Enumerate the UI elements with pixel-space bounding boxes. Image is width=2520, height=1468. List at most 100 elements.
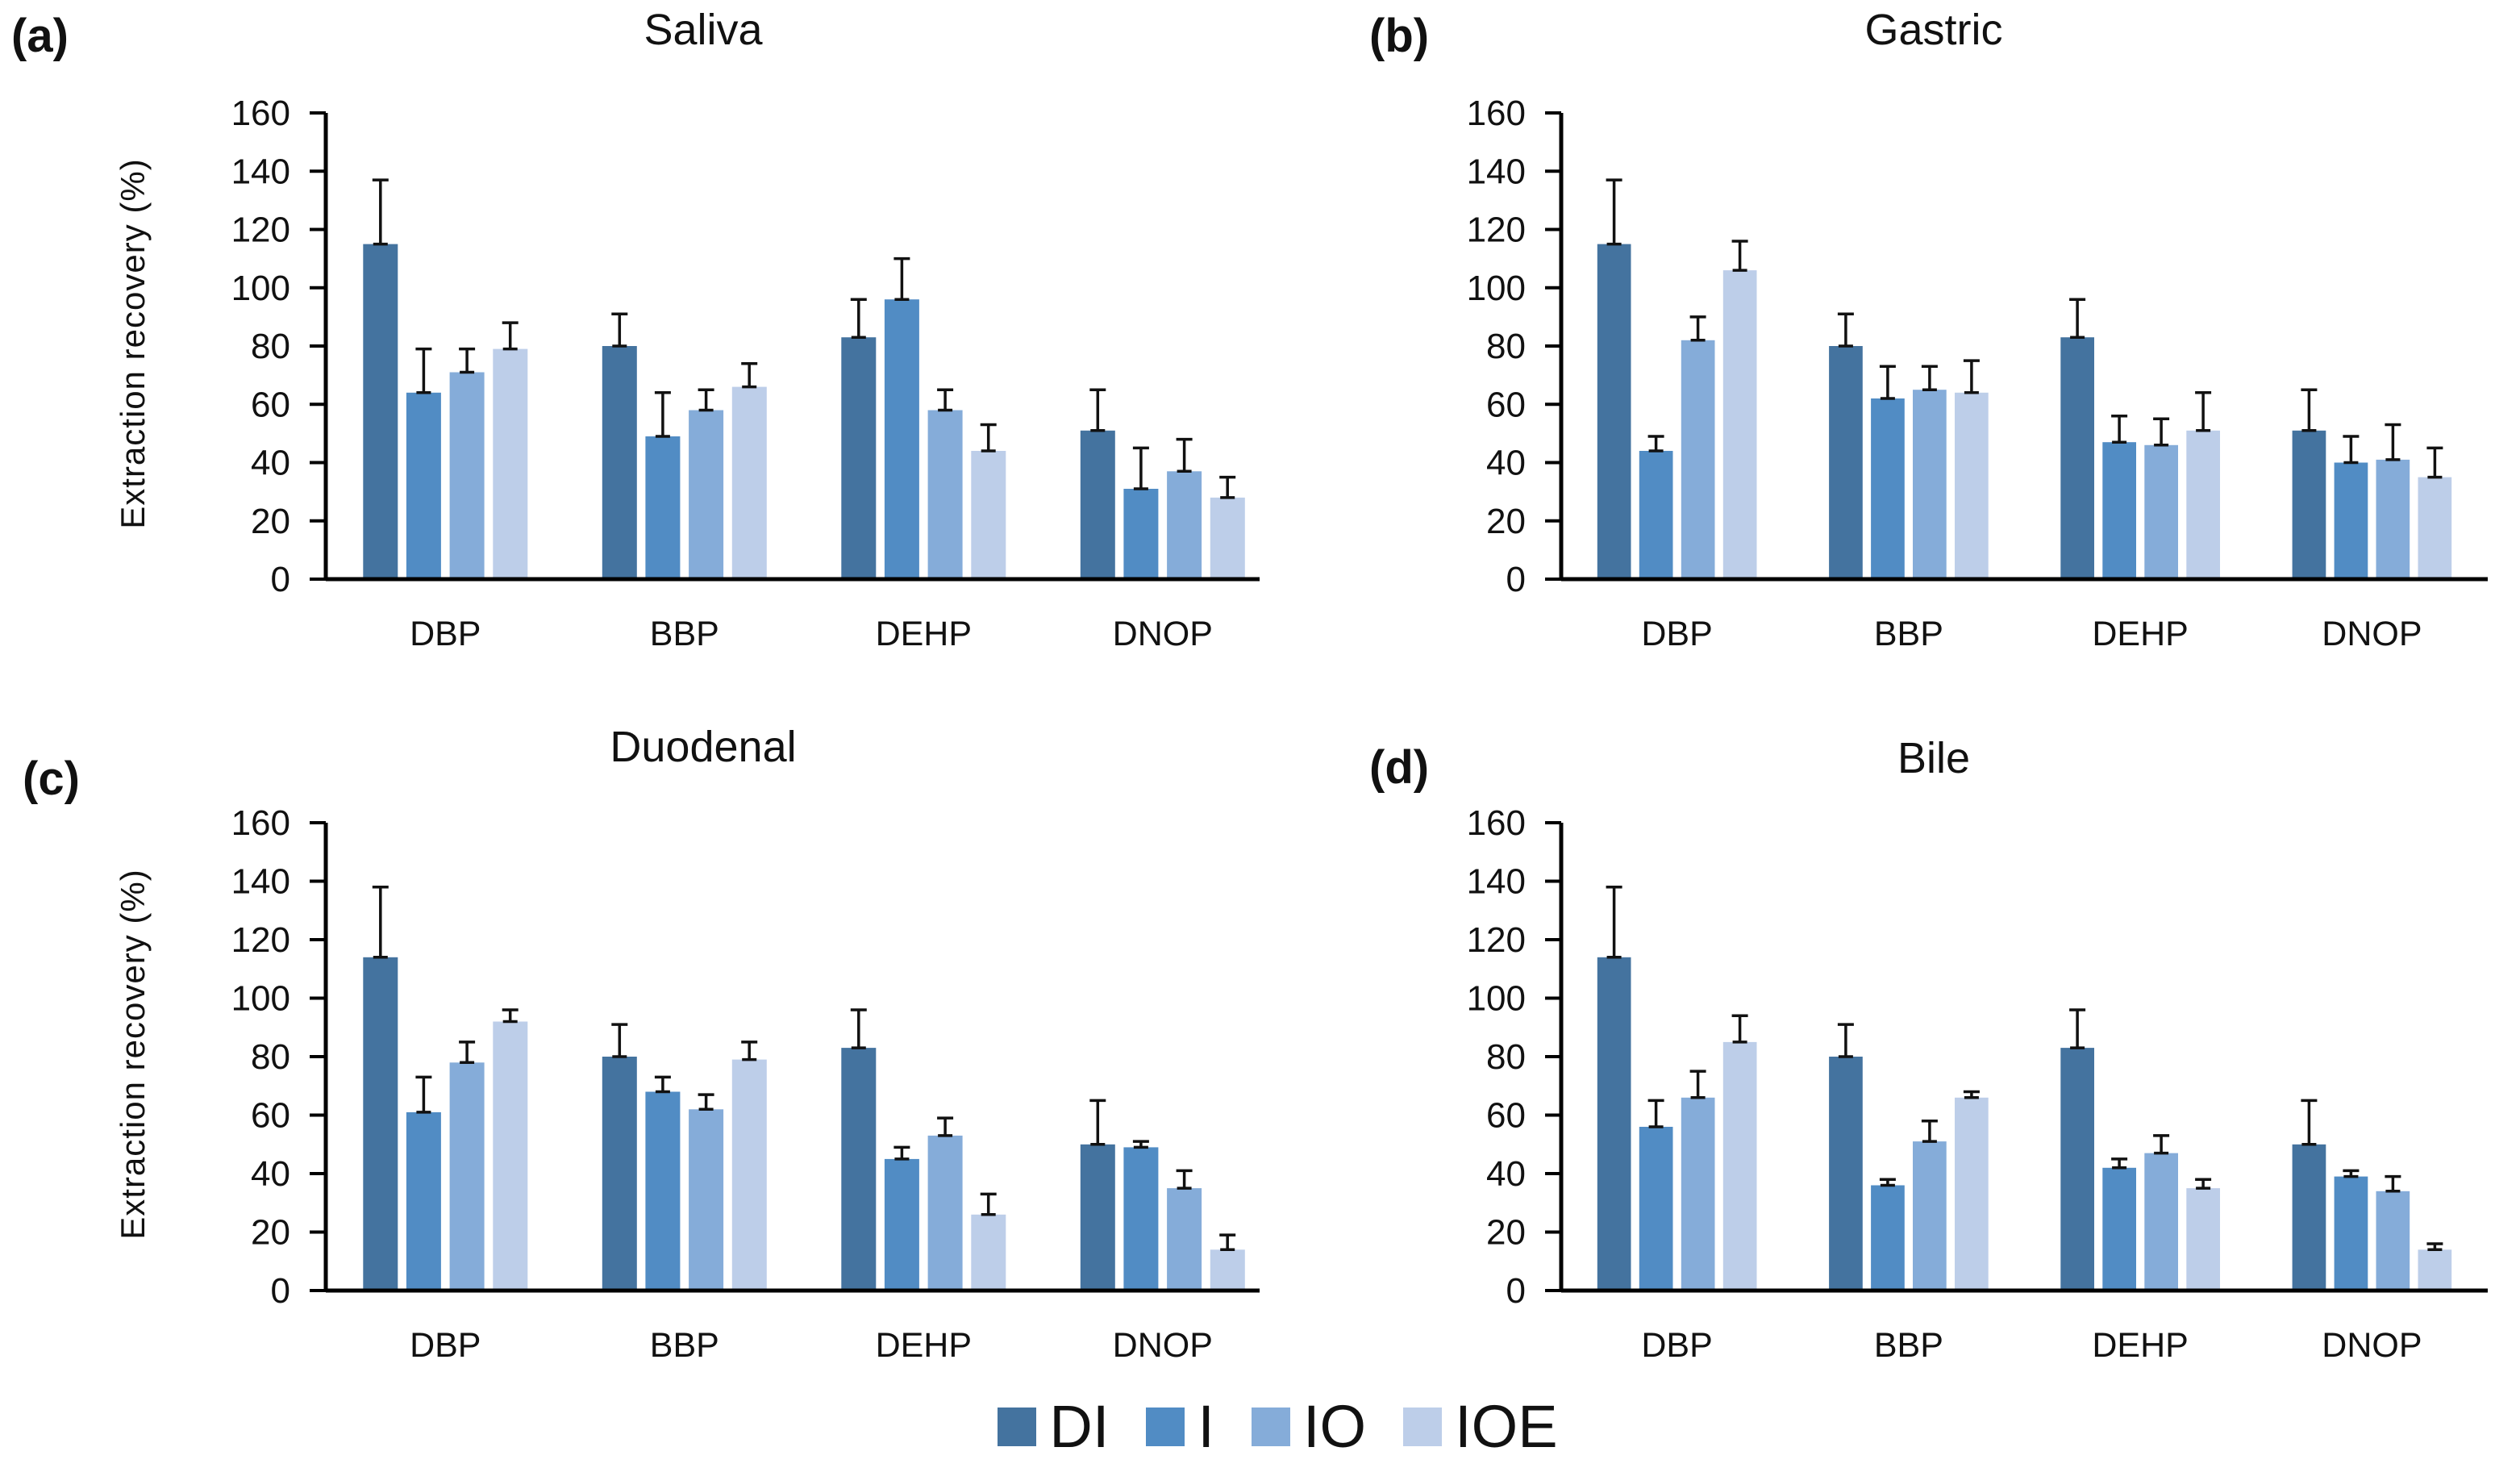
chart-plot-bile: 0 20 40 60 80 100 120 140 160 DBP BBP DEHP DNOP	[1467, 803, 2488, 1365]
panel-bile: (d) Bile 0 20 40 60 80 100 120 140 160 DBP BBP DEHP…	[1260, 714, 2519, 1428]
bar-I-BBP	[1871, 1185, 1905, 1291]
error-bar-IO-BBP	[1921, 365, 1938, 391]
panel-duodenal: (c) Duodenal Extraction recovery (%) 0 20…	[0, 714, 1260, 1428]
error-bar-DI-DEHP	[850, 1008, 867, 1049]
y-tick-label: 140	[231, 152, 290, 191]
y-tick-label: 120	[231, 211, 290, 250]
y-tick-label: 40	[1486, 1154, 1526, 1194]
error-bar-IO-DEHP	[937, 1116, 954, 1137]
bar-IOE-BBP	[731, 386, 767, 579]
error-bar-I-DBP	[1647, 1099, 1664, 1128]
legend-swatch-ioe	[1403, 1408, 1443, 1446]
x-category-label: DNOP	[2322, 615, 2422, 653]
bar-I-DNOP	[2334, 1176, 2368, 1291]
y-tick-label: 100	[1467, 979, 1526, 1019]
y-tick-label: 0	[271, 1271, 290, 1311]
bar-DI-DBP	[1597, 957, 1631, 1291]
bar-IOE-DEHP	[2186, 430, 2220, 579]
bar-IO-DBP	[1681, 1097, 1715, 1291]
bar-DI-DBP	[1597, 244, 1631, 579]
bar-IO-DEHP	[2144, 1153, 2178, 1291]
axis-labels: 0 20 40 60 80 100 120 140 160 DBP BBP DEHP DNOP	[231, 803, 1213, 1365]
chart-plot-saliva: 0 20 40 60 80 100 120 140 160 DBP BBP DEHP DNOP	[231, 94, 1260, 653]
error-bar-DI-BBP	[1837, 312, 1854, 348]
y-tick-label: 140	[1467, 152, 1526, 191]
error-bar-I-DNOP	[2343, 435, 2360, 465]
error-bar-DI-DBP	[1606, 886, 1622, 959]
panel-letter-b: (b)	[1369, 10, 1430, 62]
error-bar-IOE-DEHP	[980, 423, 997, 452]
bars	[363, 957, 1245, 1291]
error-bar-IO-DNOP	[2385, 423, 2401, 461]
bar-IOE-DBP	[1722, 270, 1757, 579]
x-category-label: DBP	[1641, 615, 1712, 653]
y-tick-label: 120	[1467, 920, 1526, 960]
axis-labels: 0 20 40 60 80 100 120 140 160 DBP BBP DEHP DNOP	[1467, 94, 2422, 653]
bar-IOE-DNOP	[1210, 497, 1245, 579]
legend-swatch-io	[1251, 1408, 1290, 1446]
error-bar-I-DEHP	[2111, 1157, 2128, 1170]
error-bar-IOE-DEHP	[980, 1192, 997, 1216]
error-bar-IO-DBP	[1689, 1070, 1706, 1099]
y-tick-label: 80	[251, 327, 290, 366]
error-bar-IOE-DNOP	[1219, 475, 1236, 499]
bar-DI-DNOP	[1080, 430, 1115, 579]
panel-letter-d: (d)	[1369, 741, 1430, 794]
bar-I-BBP	[645, 1091, 681, 1291]
x-category-label: DEHP	[876, 615, 972, 653]
chart-title-bile: Bile	[1897, 734, 1971, 782]
error-bar-IOE-DNOP	[2426, 1242, 2443, 1252]
legend-label-io: IO	[1302, 1393, 1367, 1460]
error-bar-IO-DBP	[459, 1041, 476, 1065]
error-bar-IOE-DBP	[502, 1008, 519, 1024]
y-tick-label: 120	[1467, 211, 1526, 250]
bar-IOE-BBP	[1955, 392, 1989, 579]
bar-IO-DNOP	[2376, 459, 2410, 579]
y-tick-label: 40	[1486, 444, 1526, 483]
axes	[1545, 821, 2488, 1293]
y-tick-label: 160	[1467, 803, 1526, 843]
error-bar-I-BBP	[1879, 365, 1896, 400]
error-bar-I-DNOP	[1132, 1140, 1149, 1149]
bar-DI-DEHP	[841, 1048, 877, 1291]
bar-DI-DEHP	[2060, 337, 2094, 579]
error-bar-IOE-DNOP	[2426, 446, 2443, 479]
bar-IOE-DNOP	[1210, 1249, 1245, 1291]
y-tick-label: 80	[1486, 1037, 1526, 1077]
y-tick-label: 20	[1486, 502, 1526, 541]
y-tick-label: 20	[1486, 1213, 1526, 1253]
bar-I-DEHP	[884, 1158, 919, 1291]
error-bars	[1606, 886, 2443, 1252]
bar-IO-DEHP	[927, 1135, 963, 1291]
bar-I-DBP	[406, 1111, 441, 1291]
y-tick-label: 60	[1486, 1096, 1526, 1136]
error-bar-DI-DNOP	[2301, 388, 2318, 432]
legend-label-i: I	[1198, 1393, 1214, 1460]
bar-DI-DEHP	[841, 337, 877, 579]
chart-title-duodenal: Duodenal	[610, 723, 797, 771]
error-bar-I-DBP	[415, 1075, 432, 1114]
legend-swatch-i	[1146, 1408, 1185, 1446]
legend-item-io: IO	[1251, 1393, 1367, 1460]
y-tick-label: 160	[1467, 94, 1526, 133]
panel-letter-a: (a)	[11, 10, 69, 62]
bar-I-BBP	[1871, 398, 1905, 579]
bar-I-DEHP	[884, 299, 919, 579]
bars	[1597, 957, 2452, 1291]
legend-label-ioe: IOE	[1455, 1393, 1558, 1460]
bar-DI-BBP	[602, 1057, 637, 1291]
y-tick-label: 140	[231, 862, 290, 902]
error-bar-IO-DBP	[459, 347, 476, 374]
error-bar-I-DBP	[415, 347, 432, 394]
bar-IO-DNOP	[1167, 1188, 1202, 1291]
error-bar-IOE-DBP	[1731, 1014, 1748, 1044]
x-category-label: DBP	[410, 615, 481, 653]
error-bar-DI-DEHP	[2069, 298, 2086, 339]
y-tick-label: 40	[251, 1154, 290, 1194]
bar-DI-DBP	[363, 957, 398, 1291]
error-bar-IO-DBP	[1689, 315, 1706, 342]
error-bar-DI-DNOP	[2301, 1099, 2318, 1146]
error-bar-I-BBP	[654, 1075, 671, 1094]
chart-title-saliva: Saliva	[644, 6, 763, 54]
axes	[310, 821, 1260, 1293]
